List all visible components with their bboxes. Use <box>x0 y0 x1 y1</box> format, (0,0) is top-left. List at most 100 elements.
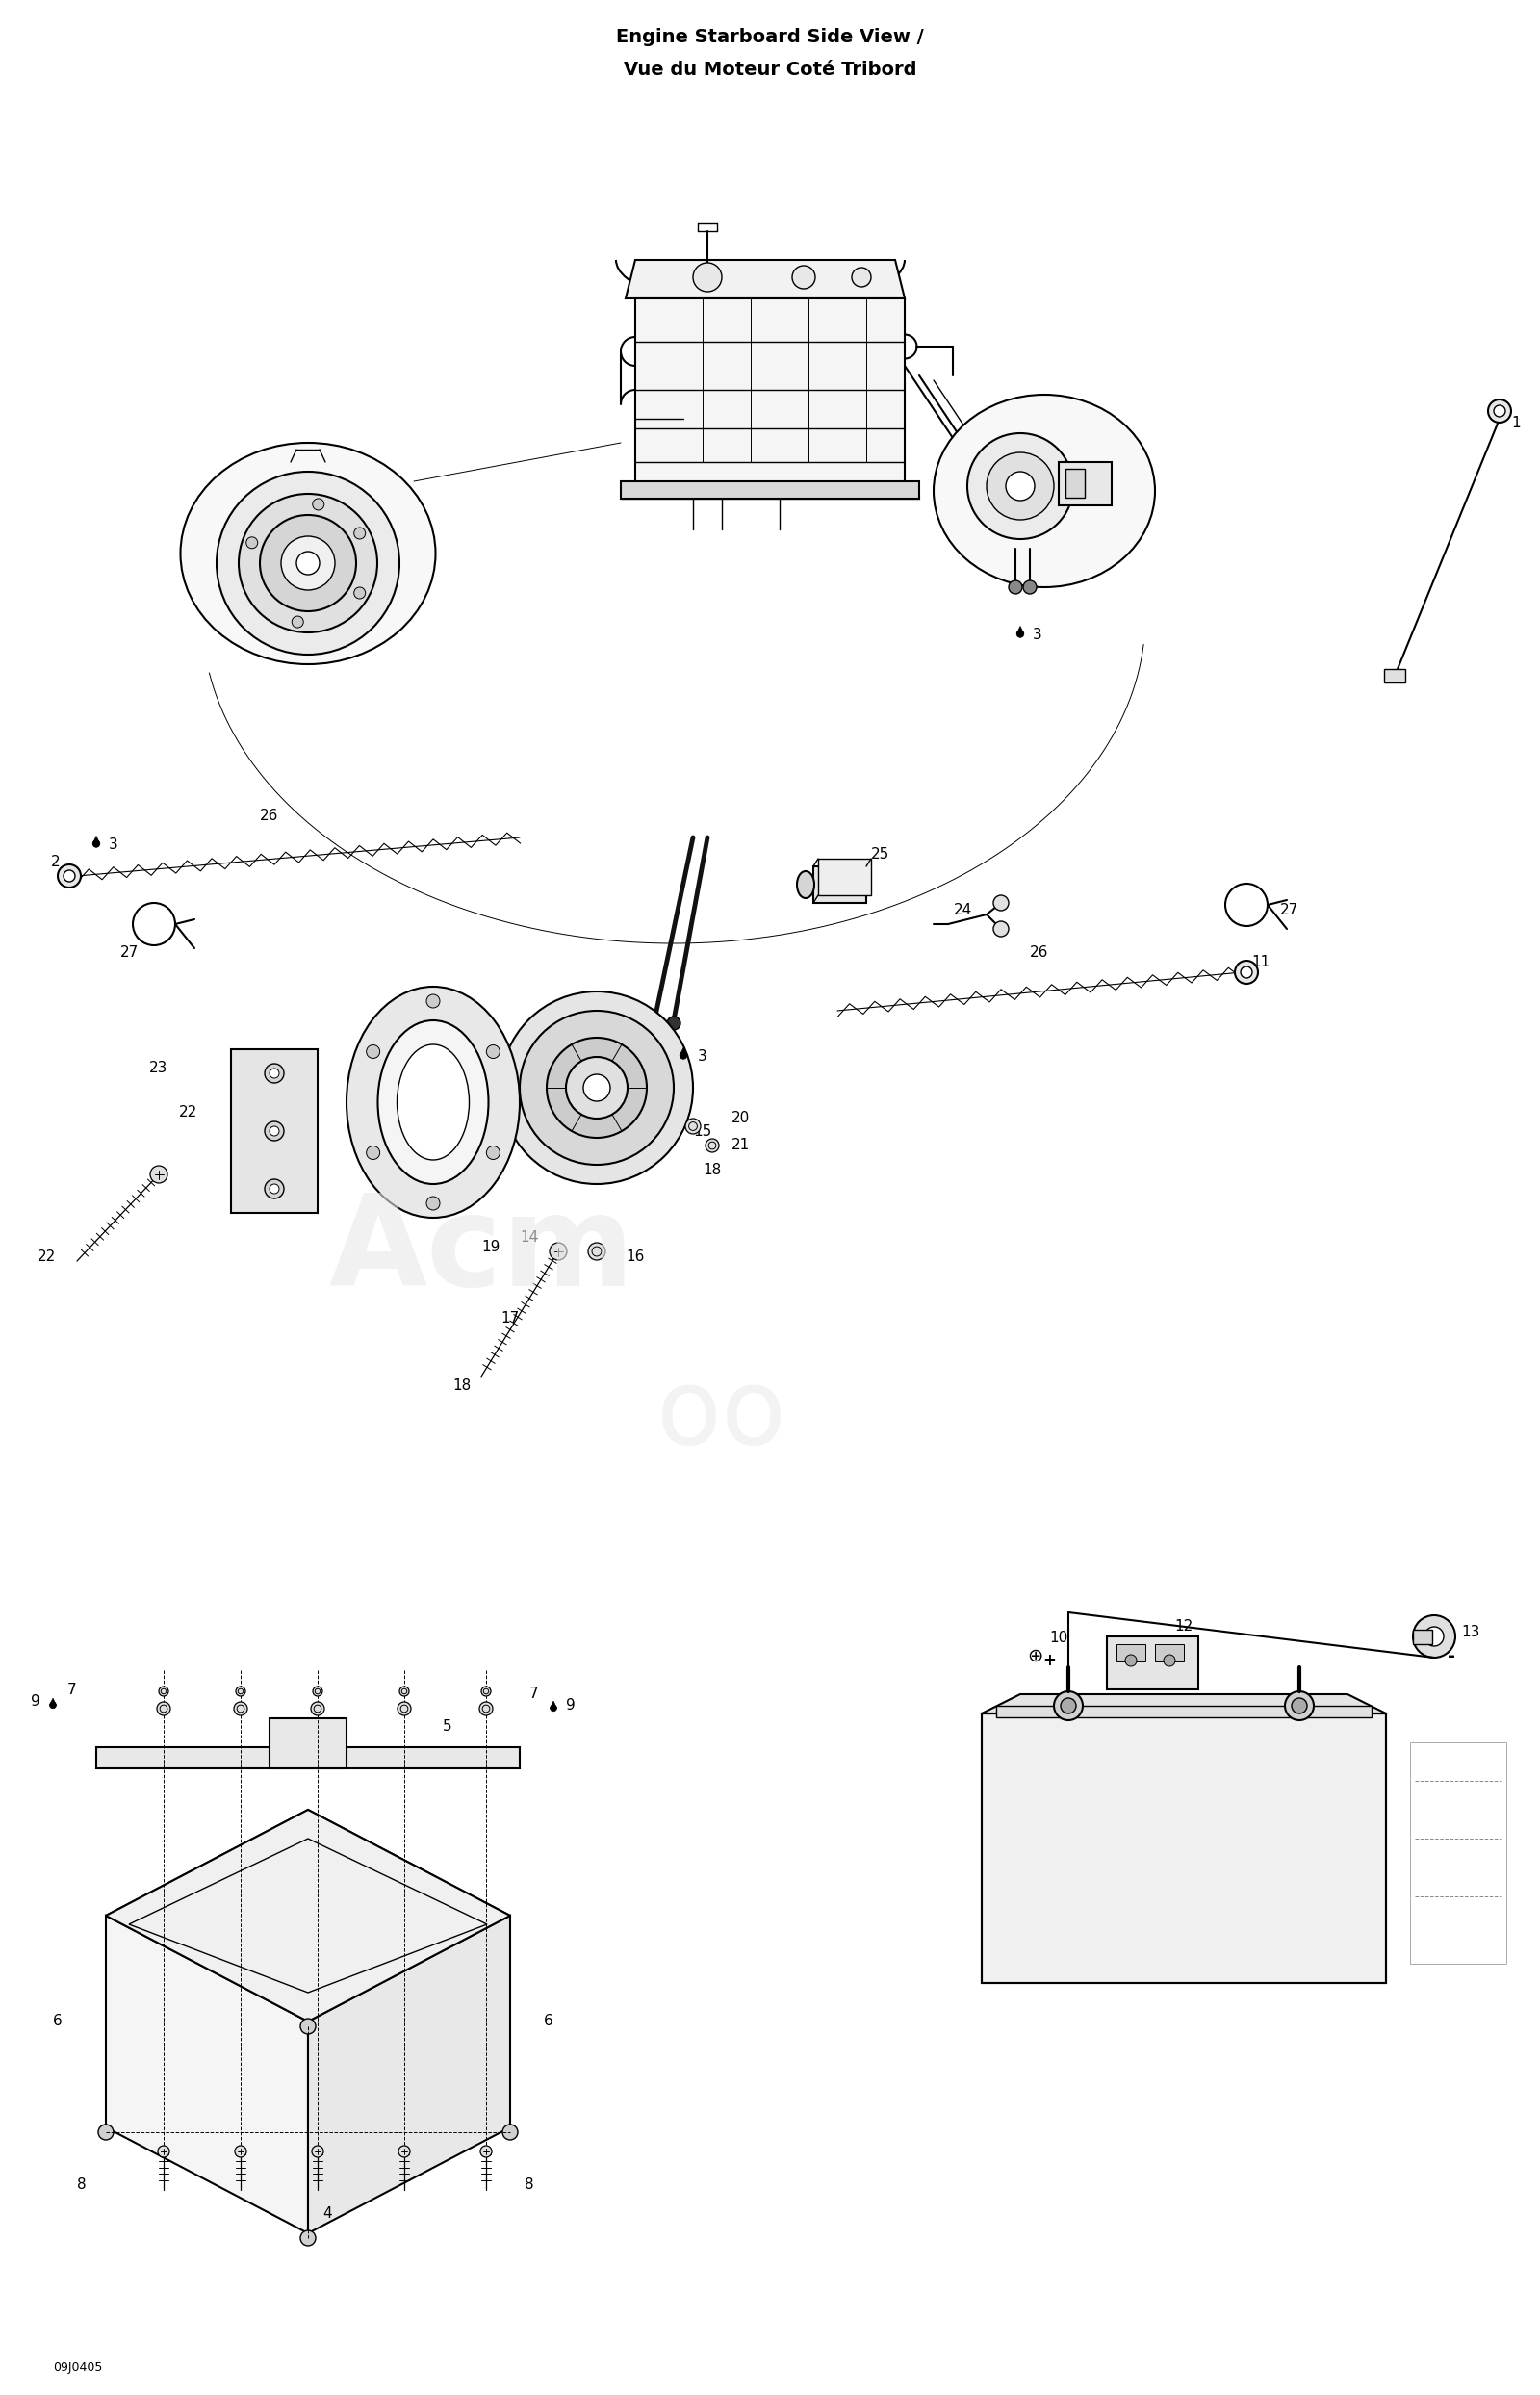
Circle shape <box>1061 1698 1076 1712</box>
Text: 9: 9 <box>31 1696 40 1710</box>
Circle shape <box>1414 1614 1455 1657</box>
Bar <box>636 299 906 491</box>
Circle shape <box>265 1178 283 1198</box>
Bar <box>1414 1629 1432 1643</box>
Circle shape <box>397 1703 411 1715</box>
Polygon shape <box>106 1811 510 2021</box>
Text: 18: 18 <box>453 1380 471 1394</box>
Text: 9: 9 <box>567 1698 576 1712</box>
Text: 2: 2 <box>51 855 60 869</box>
Circle shape <box>367 1044 380 1059</box>
Bar <box>95 1748 521 1768</box>
Bar <box>621 481 919 498</box>
Circle shape <box>588 1243 605 1260</box>
Bar <box>1066 469 1084 498</box>
Polygon shape <box>983 1712 1386 1983</box>
Circle shape <box>487 1145 500 1159</box>
Circle shape <box>967 433 1073 539</box>
Circle shape <box>550 1243 567 1260</box>
Text: 13: 13 <box>1461 1624 1480 1638</box>
Text: 7: 7 <box>530 1686 539 1700</box>
Circle shape <box>1164 1655 1175 1667</box>
Text: 3: 3 <box>1033 627 1043 642</box>
Circle shape <box>487 1044 500 1059</box>
Text: 19: 19 <box>482 1238 500 1255</box>
Circle shape <box>399 1686 410 1696</box>
Text: 26: 26 <box>1030 946 1049 960</box>
Circle shape <box>705 1138 719 1152</box>
Text: 6: 6 <box>52 2014 63 2029</box>
Text: 22: 22 <box>37 1250 55 1265</box>
Text: 22: 22 <box>179 1104 197 1118</box>
Circle shape <box>151 1166 168 1183</box>
Circle shape <box>648 1015 661 1030</box>
Circle shape <box>1284 1691 1314 1720</box>
Bar <box>1384 668 1404 683</box>
Circle shape <box>246 536 257 548</box>
Circle shape <box>159 2146 169 2158</box>
Ellipse shape <box>397 1044 470 1159</box>
Text: 3: 3 <box>698 1049 707 1063</box>
Circle shape <box>311 1703 325 1715</box>
Polygon shape <box>106 1811 510 2021</box>
Circle shape <box>567 1056 628 1118</box>
Circle shape <box>300 2230 316 2247</box>
Text: 11: 11 <box>1250 956 1270 970</box>
Circle shape <box>260 515 356 611</box>
Bar <box>1116 1643 1146 1662</box>
Text: 15: 15 <box>693 1123 711 1138</box>
Ellipse shape <box>180 443 436 663</box>
Circle shape <box>667 1015 681 1030</box>
Bar <box>231 1049 317 1212</box>
Circle shape <box>293 616 303 627</box>
Circle shape <box>427 994 440 1008</box>
Circle shape <box>1006 472 1035 501</box>
Bar <box>270 1717 346 1768</box>
Text: 21: 21 <box>732 1138 750 1152</box>
Text: Vue du Moteur Coté Tribord: Vue du Moteur Coté Tribord <box>624 60 916 79</box>
Circle shape <box>480 2146 491 2158</box>
Text: +: + <box>1043 1653 1056 1669</box>
Circle shape <box>280 536 336 589</box>
Circle shape <box>1488 400 1511 422</box>
Circle shape <box>157 1703 171 1715</box>
Circle shape <box>480 1686 491 1696</box>
Text: 8: 8 <box>525 2177 534 2191</box>
Circle shape <box>99 2124 114 2139</box>
Circle shape <box>584 1075 610 1102</box>
Bar <box>1107 1636 1198 1688</box>
Circle shape <box>1494 405 1506 417</box>
Text: 8: 8 <box>77 2177 86 2191</box>
Polygon shape <box>49 1698 57 1705</box>
Text: 17: 17 <box>500 1312 519 1327</box>
Circle shape <box>236 1686 245 1696</box>
Text: 26: 26 <box>260 810 279 824</box>
Text: Acm: Acm <box>328 1190 634 1312</box>
Text: Engine Starboard Side View /: Engine Starboard Side View / <box>616 26 924 46</box>
Polygon shape <box>308 1916 510 2232</box>
Circle shape <box>427 1198 440 1209</box>
Circle shape <box>1126 1655 1137 1667</box>
Bar <box>818 860 872 896</box>
Circle shape <box>679 1051 687 1059</box>
Circle shape <box>234 1703 248 1715</box>
Bar <box>1060 462 1112 505</box>
Circle shape <box>270 1068 279 1078</box>
Circle shape <box>993 922 1009 936</box>
Circle shape <box>1023 580 1036 594</box>
Text: ⊕: ⊕ <box>1027 1648 1043 1665</box>
Circle shape <box>479 1703 493 1715</box>
Bar <box>996 1705 1372 1717</box>
Polygon shape <box>550 1700 557 1708</box>
Text: 27: 27 <box>1280 903 1298 917</box>
Polygon shape <box>106 1916 308 2232</box>
Circle shape <box>521 1011 675 1164</box>
Bar <box>1155 1643 1184 1662</box>
Polygon shape <box>625 261 906 299</box>
Circle shape <box>217 472 399 654</box>
Circle shape <box>547 1037 647 1138</box>
Text: 27: 27 <box>120 946 139 960</box>
Circle shape <box>399 2146 410 2158</box>
Ellipse shape <box>798 872 815 898</box>
Circle shape <box>1241 968 1252 977</box>
